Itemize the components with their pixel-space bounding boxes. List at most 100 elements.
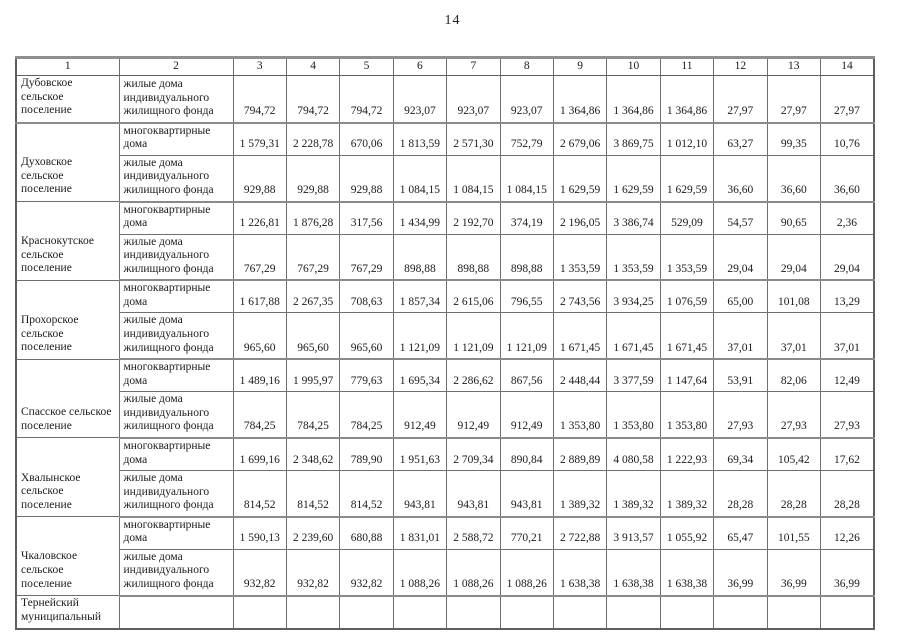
- value-cell: 1 629,59: [659, 154, 715, 203]
- settlement-name-cell: Спасское сельское поселение: [15, 358, 120, 439]
- value-cell: 670,06: [339, 122, 394, 156]
- value-cell: 3 934,25: [606, 279, 661, 314]
- value-cell: 1 876,28: [285, 201, 341, 235]
- value-cell: 2 615,06: [446, 279, 501, 314]
- value-cell: 932,82: [339, 548, 394, 597]
- value-cell: 69,34: [713, 437, 768, 472]
- value-cell: 932,82: [285, 548, 341, 597]
- table-row: Тернейский муниципальный: [15, 595, 875, 630]
- housing-type-cell: [118, 595, 234, 630]
- table-row: жилые дома индивидуального жилищного фон…: [16, 548, 875, 597]
- value-cell: 29,04: [713, 233, 768, 282]
- column-number-header: 8: [499, 57, 554, 76]
- value-cell: 3 913,57: [606, 516, 661, 550]
- value-cell: 1 147,64: [659, 358, 715, 393]
- value-cell: 105,42: [766, 437, 821, 472]
- value-cell: 3 386,74: [606, 201, 661, 235]
- value-cell: [552, 595, 608, 630]
- value-cell: 1 699,16: [232, 437, 287, 472]
- value-cell: 1 389,32: [606, 470, 661, 518]
- value-cell: 814,52: [339, 470, 394, 518]
- value-cell: 1 489,16: [232, 358, 287, 393]
- value-cell: 1 353,59: [552, 233, 608, 282]
- value-cell: 898,88: [446, 233, 501, 282]
- value-cell: 943,81: [499, 470, 554, 518]
- value-cell: 1 353,80: [606, 391, 661, 439]
- value-cell: 99,35: [766, 122, 821, 156]
- column-number-header: 4: [285, 57, 341, 76]
- housing-type-cell: многоквартирные дома: [118, 437, 234, 472]
- table-header: 1 2 3 4 5 6 7 8 9 10 11 12 13 14: [15, 57, 875, 76]
- column-number-header: 3: [232, 57, 287, 76]
- housing-type-cell: многоквартирные дома: [118, 201, 234, 235]
- value-cell: 1 617,88: [232, 279, 287, 314]
- value-cell: 814,52: [285, 470, 341, 518]
- value-cell: 1 084,15: [446, 154, 501, 203]
- value-cell: 784,25: [339, 391, 394, 439]
- column-number-header: 5: [339, 57, 394, 76]
- value-cell: 1 638,38: [659, 548, 715, 597]
- table-row: Дубовское сельское поселение жилые дома и…: [15, 74, 875, 124]
- value-cell: 29,04: [766, 233, 821, 282]
- value-cell: 1 695,34: [392, 358, 448, 393]
- value-cell: 1 434,99: [392, 201, 448, 235]
- value-cell: 767,29: [285, 233, 341, 282]
- housing-type-cell: жилые дома индивидуального жилищного фон…: [118, 154, 234, 203]
- value-cell: 4 080,58: [606, 437, 661, 472]
- value-cell: 767,29: [232, 233, 287, 282]
- value-cell: 770,21: [499, 516, 554, 550]
- value-cell: 82,06: [766, 358, 821, 393]
- value-cell: 36,99: [766, 548, 821, 597]
- value-cell: 943,81: [446, 470, 501, 518]
- value-cell: 101,08: [766, 279, 821, 314]
- settlement-name-cell: Хвалынское сельское поселение: [15, 437, 120, 518]
- value-cell: [499, 595, 554, 630]
- table-row: Хвалынское сельское поселение многокварти…: [15, 437, 875, 518]
- value-cell: 965,60: [232, 312, 287, 361]
- column-number-header: 9: [552, 57, 608, 76]
- value-cell: 796,55: [499, 279, 554, 314]
- value-cell: 1 084,15: [499, 154, 554, 203]
- value-cell: 929,88: [232, 154, 287, 203]
- value-cell: 1 579,31: [232, 122, 287, 156]
- value-cell: 37,01: [766, 312, 821, 361]
- value-cell: 1 389,32: [552, 470, 608, 518]
- value-cell: 36,99: [819, 548, 875, 597]
- value-cell: 929,88: [339, 154, 394, 203]
- housing-type-cell: жилые дома индивидуального жилищного фон…: [118, 470, 234, 518]
- value-cell: 912,49: [499, 391, 554, 439]
- value-cell: 1 671,45: [659, 312, 715, 361]
- table-row: жилые дома индивидуального жилищного фон…: [16, 154, 875, 203]
- value-cell: 1 226,81: [232, 201, 287, 235]
- table-row: жилые дома индивидуального жилищного фон…: [16, 391, 875, 439]
- value-cell: 1 364,86: [552, 74, 608, 124]
- value-cell: 17,62: [819, 437, 875, 472]
- value-cell: 1 088,26: [499, 548, 554, 597]
- header-row: 1 2 3 4 5 6 7 8 9 10 11 12 13 14: [15, 57, 875, 76]
- value-cell: 1 121,09: [392, 312, 448, 361]
- table-row: Прохорское сельское поселение многокварти…: [15, 279, 875, 360]
- value-cell: 2 709,34: [446, 437, 501, 472]
- housing-type-cell: многоквартирные дома: [118, 358, 234, 393]
- housing-type-cell: жилые дома индивидуального жилищного фон…: [118, 391, 234, 439]
- column-number-header: 2: [118, 57, 234, 76]
- value-cell: 36,99: [713, 548, 768, 597]
- value-cell: 912,49: [446, 391, 501, 439]
- value-cell: 37,01: [819, 312, 875, 361]
- table-row: Краснокутское сельское поселение многоква…: [15, 201, 875, 281]
- value-cell: 1 389,32: [659, 470, 715, 518]
- value-cell: 12,26: [819, 516, 875, 550]
- value-cell: 1 353,80: [552, 391, 608, 439]
- value-cell: 923,07: [499, 74, 554, 124]
- value-cell: 2 286,62: [446, 358, 501, 393]
- value-cell: 28,28: [713, 470, 768, 518]
- value-cell: 794,72: [232, 74, 287, 124]
- housing-type-cell: многоквартирные дома: [118, 279, 234, 314]
- value-cell: 794,72: [285, 74, 341, 124]
- value-cell: 1 364,86: [659, 74, 715, 124]
- value-cell: 898,88: [392, 233, 448, 282]
- value-cell: 965,60: [285, 312, 341, 361]
- value-cell: 1 012,10: [659, 122, 715, 156]
- value-cell: 794,72: [339, 74, 394, 124]
- column-number-header: 10: [606, 57, 661, 76]
